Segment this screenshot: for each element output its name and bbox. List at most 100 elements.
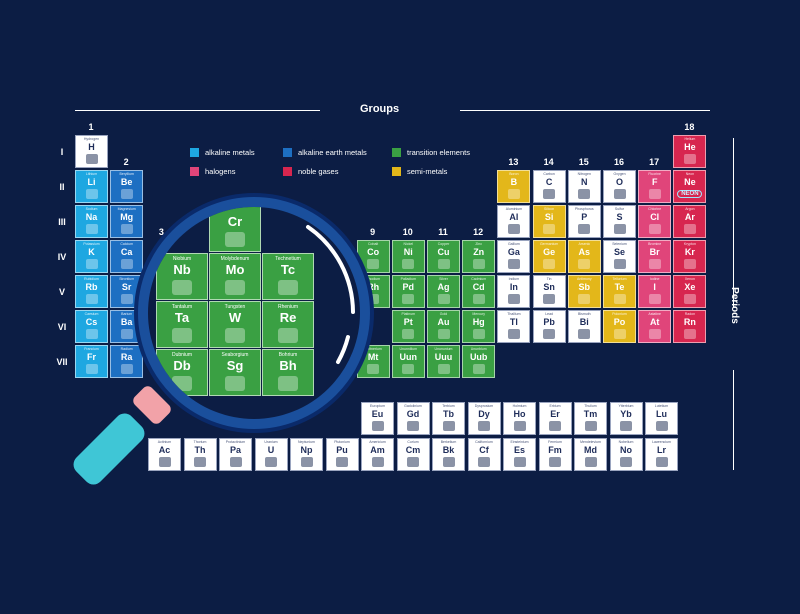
element-cell-es[interactable]: Einsteinium Es (503, 438, 536, 471)
element-cell-ac[interactable]: Actinium Ac (148, 438, 181, 471)
element-cell-te[interactable]: Tellurium Te (603, 275, 636, 308)
element-cell-dy[interactable]: Dysprosium Dy (467, 402, 501, 435)
element-cell-au[interactable]: Gold Au (427, 310, 460, 343)
element-cell-tl[interactable]: Thallium Tl (497, 310, 531, 343)
magnified-element-db[interactable]: Dubnium Db (156, 349, 208, 396)
element-cell-ra[interactable]: Radium Ra (110, 345, 144, 378)
magnified-element-ta[interactable]: Tantalum Ta (156, 301, 208, 348)
element-cell-ho[interactable]: Holmium Ho (503, 402, 536, 435)
magnified-element-tc[interactable]: Technetium Tc (262, 253, 314, 300)
element-cell-o[interactable]: Oxygen O (603, 170, 636, 203)
element-cell-eu[interactable]: Europium Eu (361, 402, 394, 435)
element-cell-cu[interactable]: Copper Cu (427, 240, 460, 273)
group-number: 1 (88, 122, 94, 132)
element-cell-bk[interactable]: Berkelium Bk (432, 438, 465, 471)
element-cell-zn[interactable]: Zinc Zn (462, 240, 496, 273)
element-cell-pt[interactable]: Platinum Pt (391, 310, 425, 343)
element-cell-kr[interactable]: Krypton Kr (673, 240, 707, 273)
element-cell-np[interactable]: Neptunium Np (290, 438, 323, 471)
element-cell-gd[interactable]: Gadolinium Gd (396, 402, 430, 435)
element-cell-p[interactable]: Phosphorus P (567, 205, 601, 238)
element-cell-uuu[interactable]: Unununium Uuu (427, 345, 460, 378)
element-cell-lu[interactable]: Lutetium Lu (645, 402, 678, 435)
element-cell-uub[interactable]: Ununbium Uub (462, 345, 496, 378)
element-cell-pb[interactable]: Lead Pb (532, 310, 566, 343)
element-cell-pa[interactable]: Protactinium Pa (219, 438, 252, 471)
element-cell-at[interactable]: Astatine At (638, 310, 672, 343)
element-cell-br[interactable]: Bromine Br (638, 240, 672, 273)
element-symbol: Uuu (434, 352, 453, 362)
element-cell-no[interactable]: Nobelium No (609, 438, 643, 471)
element-cell-na[interactable]: Sodium Na (75, 205, 108, 238)
element-cell-yb[interactable]: Ytterbium Yb (609, 402, 643, 435)
element-name: Selenium (612, 242, 627, 246)
element-cell-hg[interactable]: Mercury Hg (462, 310, 496, 343)
element-cell-b[interactable]: Boron B (497, 170, 531, 203)
element-cell-pd[interactable]: Palladium Pd (391, 275, 425, 308)
element-cell-ar[interactable]: Argon Ar (673, 205, 707, 238)
element-cell-be[interactable]: Beryllium Be (110, 170, 144, 203)
element-cell-cl[interactable]: Chlorine Cl (638, 205, 672, 238)
element-cell-mg[interactable]: Magnesium Mg (110, 205, 144, 238)
element-cell-ge[interactable]: Germanium Ge (532, 240, 566, 273)
element-cell-si[interactable]: Silicon Si (532, 205, 566, 238)
element-cell-ni[interactable]: Nickel Ni (391, 240, 425, 273)
element-cell-se[interactable]: Selenium Se (603, 240, 636, 273)
element-cell-s[interactable]: Sulfur S (603, 205, 636, 238)
element-illustration-icon (683, 154, 696, 164)
element-cell-in[interactable]: Indium In (497, 275, 531, 308)
element-cell-ca[interactable]: Calcium Ca (110, 240, 144, 273)
element-cell-sb[interactable]: Antimony Sb (567, 275, 601, 308)
element-illustration-icon (367, 294, 380, 304)
element-cell-cs[interactable]: Caesium Cs (75, 310, 108, 343)
element-cell-pu[interactable]: Plutonium Pu (325, 438, 359, 471)
element-cell-lr[interactable]: Lawrencium Lr (645, 438, 678, 471)
element-cell-al[interactable]: Aluminium Al (497, 205, 531, 238)
group-number: 3 (158, 227, 164, 237)
element-name: Terbium (442, 404, 455, 408)
element-cell-ba[interactable]: Barium Ba (110, 310, 144, 343)
element-cell-ag[interactable]: Silver Ag (427, 275, 460, 308)
element-cell-as[interactable]: Arsenic As (567, 240, 601, 273)
magnified-element-nb[interactable]: Niobium Nb (156, 253, 208, 300)
element-cell-li[interactable]: Lithium Li (75, 170, 108, 203)
magnified-element-sg[interactable]: Seaborgium Sg (209, 349, 261, 396)
magnified-element-cr[interactable]: Cr (209, 207, 261, 252)
element-cell-cd[interactable]: Cadmium Cd (462, 275, 496, 308)
magnified-element-bh[interactable]: Bohrium Bh (262, 349, 314, 396)
element-cell-fr[interactable]: Francium Fr (75, 345, 108, 378)
element-cell-am[interactable]: Americium Am (361, 438, 394, 471)
element-cell-n[interactable]: Nitrogen N (567, 170, 601, 203)
element-cell-f[interactable]: Fluorine F (638, 170, 672, 203)
magnified-element-mo[interactable]: Molybdenum Mo (209, 253, 261, 300)
element-name: Radon (684, 312, 696, 316)
element-cell-k[interactable]: Potassium K (75, 240, 108, 273)
element-cell-po[interactable]: Polonium Po (603, 310, 636, 343)
element-cell-u[interactable]: Uranium U (254, 438, 288, 471)
element-cell-h[interactable]: Hydrogen H (75, 135, 108, 168)
element-cell-uun[interactable]: Ununnilium Uun (391, 345, 425, 378)
element-cell-rn[interactable]: Radon Rn (673, 310, 707, 343)
magnified-element-w[interactable]: Tungsten W (209, 301, 261, 348)
element-symbol: U (267, 445, 275, 455)
element-cell-sr[interactable]: Strontium Sr (110, 275, 144, 308)
element-cell-fm[interactable]: Fermium Fm (538, 438, 572, 471)
element-cell-co[interactable]: Cobalt Co (356, 240, 390, 273)
element-cell-he[interactable]: Helium He (673, 135, 707, 168)
element-cell-tb[interactable]: Terbium Tb (432, 402, 465, 435)
element-cell-i[interactable]: Iodine I (638, 275, 672, 308)
element-cell-c[interactable]: Carbon C (532, 170, 566, 203)
element-cell-ga[interactable]: Gallium Ga (497, 240, 531, 273)
element-cell-er[interactable]: Erbium Er (538, 402, 572, 435)
element-cell-sn[interactable]: Tin Sn (532, 275, 566, 308)
element-cell-tm[interactable]: Thulium Tm (574, 402, 607, 435)
element-cell-rb[interactable]: Rubidium Rb (75, 275, 108, 308)
element-cell-bi[interactable]: Bismuth Bi (567, 310, 601, 343)
element-cell-th[interactable]: Thorium Th (183, 438, 217, 471)
element-cell-ne[interactable]: Neon Ne NEON (673, 170, 707, 203)
element-cell-xe[interactable]: Xenon Xe (673, 275, 707, 308)
magnified-element-re[interactable]: Rhenium Re (262, 301, 314, 348)
element-cell-md[interactable]: Mendelevium Md (574, 438, 607, 471)
element-cell-cf[interactable]: Californium Cf (467, 438, 501, 471)
element-cell-cm[interactable]: Curium Cm (396, 438, 430, 471)
